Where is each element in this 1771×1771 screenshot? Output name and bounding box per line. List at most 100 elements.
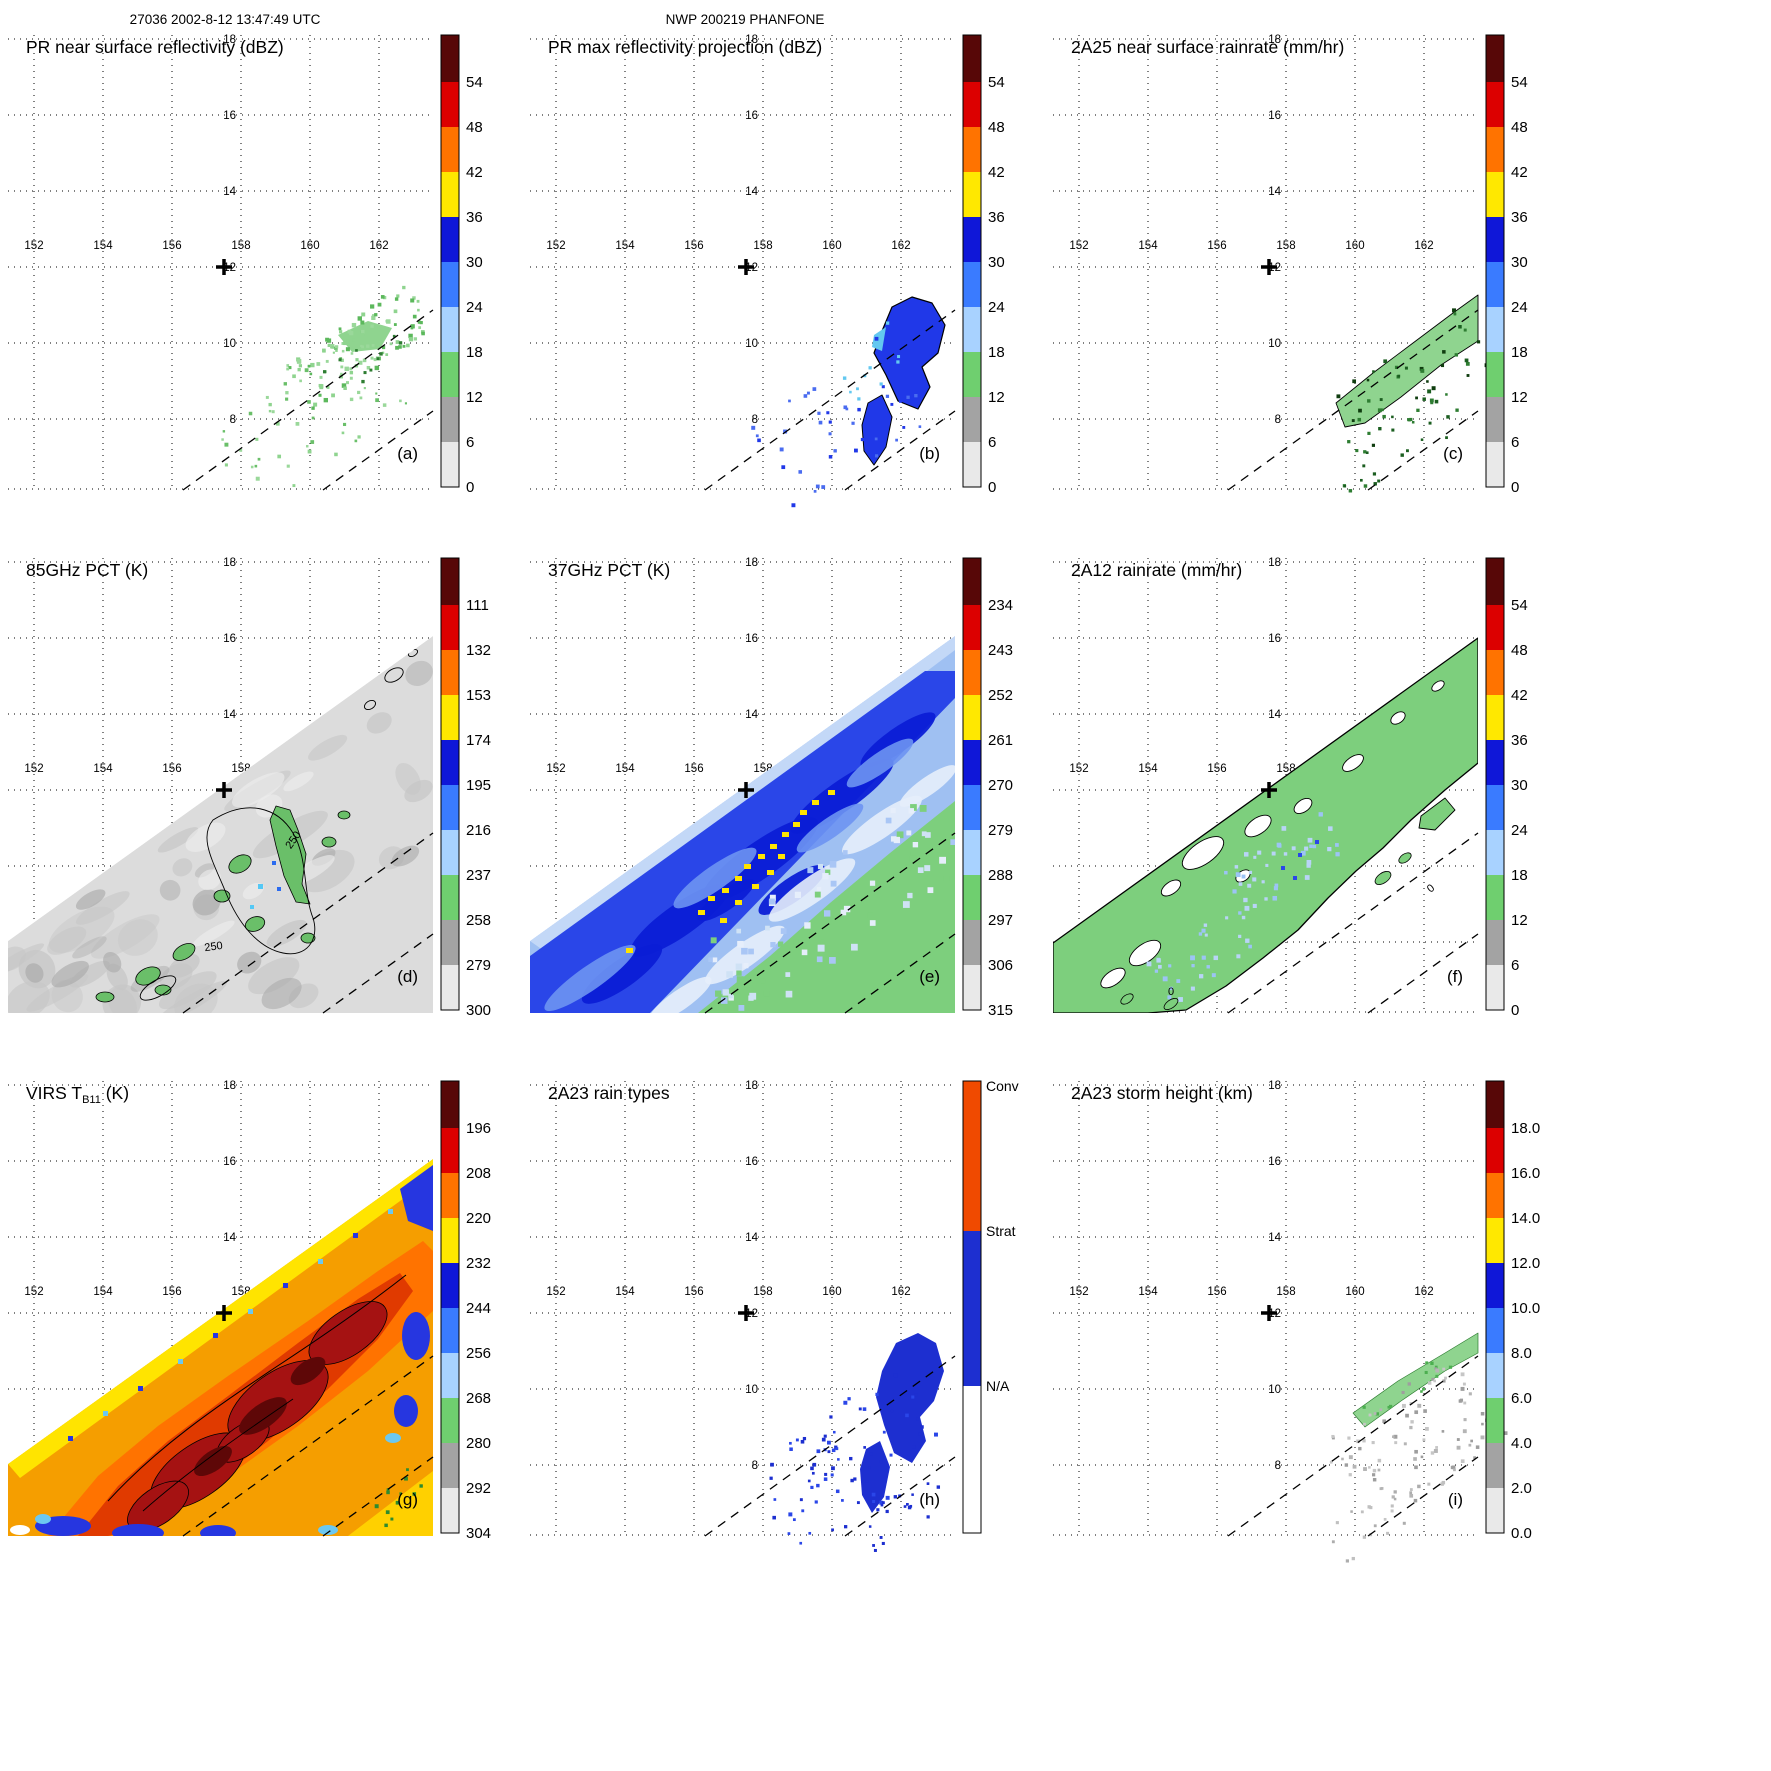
colorbar-tick-label: 297 (988, 912, 1013, 929)
lon-tick-label: 162 (891, 240, 910, 252)
colorbar-tick-label: 18 (1511, 867, 1528, 884)
panel-letter: (h) (919, 1490, 940, 1509)
colorbar-tick-label: 42 (1511, 164, 1528, 181)
colorbar-tick-label: 0.0 (1511, 1525, 1532, 1542)
coordinate-labels: 15215415615816016218161412108 (1069, 34, 1433, 426)
colorbar-tick-label: 48 (1511, 642, 1528, 659)
panel-i: 152154156158160162181614121082A23 storm … (1053, 1080, 1569, 1563)
lon-tick-label: 152 (1069, 240, 1088, 252)
lat-tick-label: 14 (1268, 709, 1281, 721)
colorbar-tick-label: 36 (1511, 209, 1528, 226)
panel-letter: (c) (1443, 444, 1463, 463)
panel-title: 2A23 rain types (548, 1083, 670, 1103)
data-specks (1342, 397, 1459, 493)
data-specks (751, 336, 922, 508)
storm-center-marker (738, 259, 754, 275)
storm-center-marker (216, 782, 232, 798)
colorbar-tick-label: 54 (988, 74, 1005, 91)
colorbar-tick-label: 4.0 (1511, 1435, 1532, 1452)
lon-tick-label: 156 (684, 240, 703, 252)
lat-tick-label: 14 (745, 709, 758, 721)
coordinate-labels: 15215415615816016218161412108 (546, 34, 910, 426)
data-specks (1329, 1367, 1508, 1521)
swath-edge-line (1367, 933, 1479, 1014)
colorbar-tick-label: 16.0 (1511, 1165, 1540, 1182)
panel-title: 2A25 near surface rainrate (mm/hr) (1071, 37, 1344, 57)
coordinate-labels: 15215415615816016218161412108 (1069, 1080, 1433, 1472)
swath-edge-lines (1227, 309, 1479, 491)
lat-tick-label: 14 (223, 1232, 236, 1244)
swath-edge-line (182, 832, 434, 1014)
colorbar-tick-label: 48 (988, 119, 1005, 136)
lat-tick-label: 18 (745, 1080, 758, 1092)
lon-tick-label: 152 (24, 240, 43, 252)
lon-tick-label: 158 (753, 1286, 772, 1298)
lat-tick-label: 14 (1268, 186, 1281, 198)
lat-tick-label: 8 (752, 414, 758, 426)
colorbar-h: Conv Strat N/A (962, 1078, 1019, 1534)
colorbar-tick-label: 6 (1511, 434, 1519, 451)
colorbar-labels: Conv Strat N/A (986, 1078, 1019, 1394)
colorbar-labels: 54 48 42 36 30 24 18 12 6 0 (988, 74, 1005, 496)
swath-edge-lines (704, 832, 956, 1014)
colorbar-tick-label: 54 (466, 74, 483, 91)
colorbar-tick-label: 42 (1511, 687, 1528, 704)
colorbar-tick-label: 237 (466, 867, 491, 884)
lat-tick-label: 18 (1268, 34, 1281, 46)
colorbar-tick-label: 14.0 (1511, 1210, 1540, 1227)
colorbar-tick-label: 256 (466, 1345, 491, 1362)
colorbar-tick-label: 12 (1511, 389, 1528, 406)
data-layer (1053, 637, 1478, 1013)
data-layer (8, 636, 433, 1013)
lon-tick-label: 160 (1345, 240, 1364, 252)
lon-tick-label: 156 (162, 240, 181, 252)
lon-tick-label: 152 (1069, 1286, 1088, 1298)
data-specks (286, 285, 425, 410)
panel-b: 152 154 156 158 160 162 18 16 14 12 10 8 PR max refl… (530, 34, 1046, 508)
lat-tick-label: 16 (223, 110, 236, 122)
colorbar-labels: 18.0 16.0 14.0 12.0 10.0 8.0 6.0 4.0 2.0 0.0 (1511, 1120, 1540, 1542)
panel-letter: (i) (1448, 1490, 1463, 1509)
lat-tick-label: 10 (223, 338, 236, 350)
data-layer (769, 1333, 944, 1552)
colorbar-segments (1485, 557, 1505, 1011)
colorbar-tick-label: 208 (466, 1165, 491, 1182)
lon-tick-label: 162 (1414, 240, 1433, 252)
panel-letter: (b) (919, 444, 940, 463)
lon-tick-label: 154 (93, 1286, 113, 1298)
colorbar-tick-label: 2.0 (1511, 1480, 1532, 1497)
swath-edge-lines (1227, 832, 1479, 1014)
lat-tick-label: 18 (223, 1080, 236, 1092)
colorbar-tick-label: 153 (466, 687, 491, 704)
swath-edge-line (844, 933, 956, 1014)
colorbar-labels: 111 132 153 174 195 216 237 258 279 300 (466, 597, 491, 1019)
map-a: 15215415615816016218161412108PR near sur… (8, 34, 434, 491)
lon-tick-label: 156 (1207, 1286, 1226, 1298)
storm-center-marker (1261, 259, 1277, 275)
lon-tick-label: 154 (93, 763, 113, 775)
swath-edge-line (322, 410, 434, 491)
contour-label: 250 (204, 940, 224, 954)
colorbar-tick-label: 288 (988, 867, 1013, 884)
colorbar-tick-label: 8.0 (1511, 1345, 1532, 1362)
colorbar-tick-label: 0 (466, 479, 474, 496)
lat-tick-label: 14 (223, 709, 236, 721)
swath-edge-line (322, 933, 434, 1014)
colorbar-tick-label: 24 (466, 299, 483, 316)
lat-tick-label: 14 (745, 186, 758, 198)
swath-edge-line (1227, 832, 1479, 1014)
lat-tick-label: 10 (1268, 338, 1281, 350)
colorbar-tick-label: 30 (1511, 777, 1528, 794)
panel-title: 37GHz PCT (K) (548, 560, 670, 580)
lon-tick-label: 158 (753, 240, 772, 252)
data-specks (221, 341, 408, 488)
swath-edge-line (182, 309, 434, 491)
lat-tick-label: 16 (223, 1156, 236, 1168)
colorbar-tick-label: 243 (988, 642, 1013, 659)
colorbar-tick-label: 6.0 (1511, 1390, 1532, 1407)
lon-tick-label: 158 (1276, 1286, 1295, 1298)
panel-letter: (e) (919, 967, 940, 986)
swath-edge-lines (182, 1355, 434, 1537)
colorbar-segments (1485, 1080, 1505, 1534)
